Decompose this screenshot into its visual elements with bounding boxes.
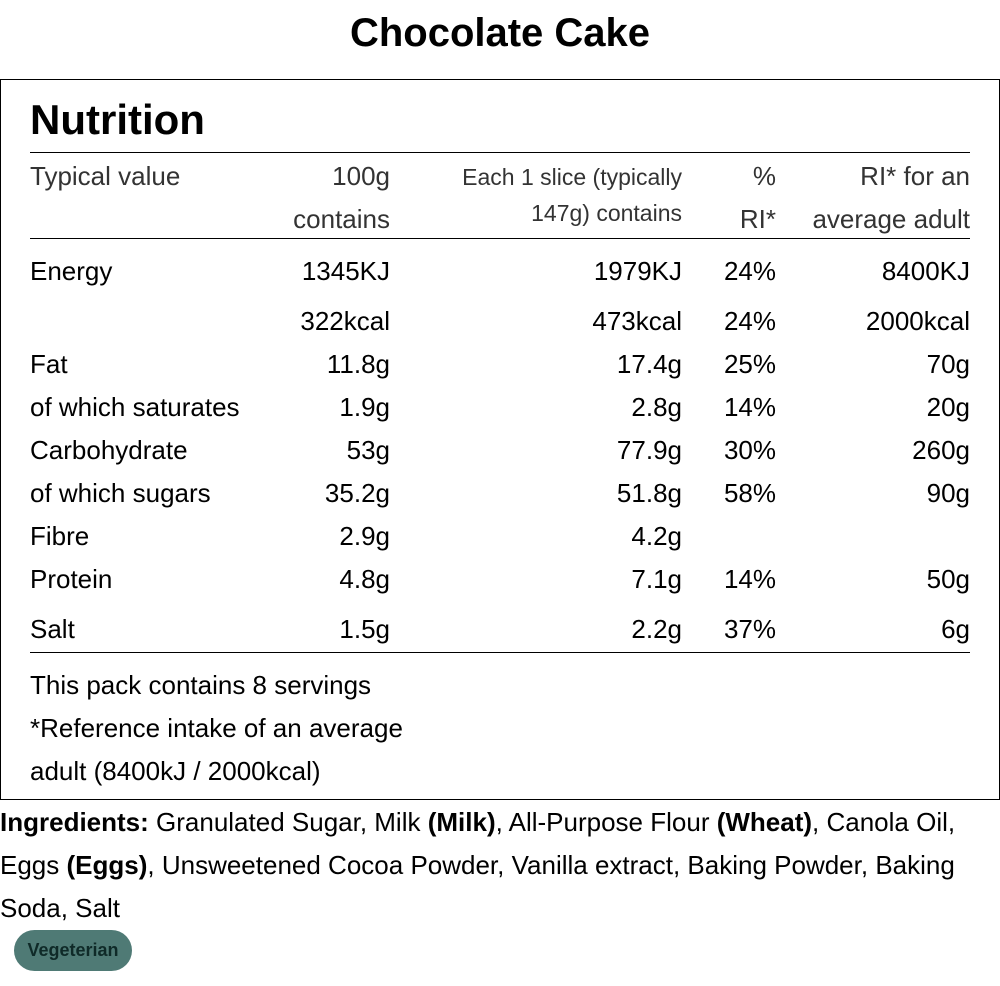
row-ri-adult: 90g bbox=[926, 478, 970, 508]
vegetarian-badge: Vegeterian bbox=[14, 930, 132, 971]
table-bottom-rule bbox=[30, 652, 970, 653]
allergen-highlight: (Milk) bbox=[427, 807, 496, 837]
ingredient-text: Granulated Sugar, Milk bbox=[148, 807, 428, 837]
row-per-100g: 1.9g bbox=[339, 392, 390, 422]
row-per-slice: 77.9g bbox=[616, 435, 682, 465]
nutrition-heading: Nutrition bbox=[30, 96, 205, 143]
header-bottom-rule bbox=[30, 238, 970, 239]
allergen-highlight: (Wheat) bbox=[716, 807, 813, 837]
ingredient-text: , Canola Oil, Eggs bbox=[0, 807, 956, 880]
page-title: Chocolate Cake bbox=[349, 11, 651, 55]
row-per-100g: 1345KJ bbox=[301, 256, 390, 286]
servings-note: This pack contains 8 servings bbox=[30, 670, 372, 700]
header-per-100g: 100g contains bbox=[293, 161, 390, 234]
row-per-100g: 322kcal bbox=[300, 306, 390, 336]
row-percent-ri: 58% bbox=[723, 478, 776, 508]
ingredients-text: Ingredients: Granulated Sugar, Milk (Mil… bbox=[0, 801, 995, 930]
row-per-100g: 4.8g bbox=[339, 564, 390, 594]
row-label: Fibre bbox=[30, 521, 90, 551]
row-ri-adult: 260g bbox=[912, 435, 970, 465]
row-per-100g: 35.2g bbox=[324, 478, 390, 508]
row-per-100g: 53g bbox=[346, 435, 390, 465]
row-per-slice: 51.8g bbox=[616, 478, 682, 508]
row-label: Fat bbox=[30, 349, 68, 379]
row-ri-adult: 70g bbox=[926, 349, 970, 379]
row-label: Carbohydrate bbox=[30, 435, 188, 465]
ingredient-text: , All-Purpose Flour bbox=[495, 807, 717, 837]
row-ri-adult: 20g bbox=[926, 392, 970, 422]
header-typical-value: Typical value bbox=[30, 161, 181, 191]
row-per-100g: 2.9g bbox=[339, 521, 390, 551]
row-per-slice: 17.4g bbox=[616, 349, 682, 379]
row-per-slice: 4.2g bbox=[631, 521, 682, 551]
row-percent-ri: 24% bbox=[723, 256, 776, 286]
row-percent-ri: 37% bbox=[723, 614, 776, 644]
row-ri-adult: 50g bbox=[926, 564, 970, 594]
header-top-rule bbox=[30, 152, 970, 153]
header-percent-ri: % RI* bbox=[739, 161, 776, 234]
ingredient-text: , Unsweetened Cocoa Powder, Vanilla extr… bbox=[0, 850, 955, 923]
allergen-highlight: (Eggs) bbox=[66, 850, 148, 880]
row-per-slice: 473kcal bbox=[592, 306, 682, 336]
row-label: Protein bbox=[30, 564, 113, 594]
row-per-100g: 11.8g bbox=[326, 349, 390, 379]
row-per-slice: 2.2g bbox=[631, 614, 682, 644]
row-label: Salt bbox=[30, 614, 75, 644]
row-percent-ri: 14% bbox=[723, 564, 776, 594]
header-ri-adult: RI* for an average adult bbox=[812, 161, 970, 234]
nutrition-footer: This pack contains 8 servings *Reference… bbox=[30, 664, 460, 793]
row-percent-ri: 30% bbox=[723, 435, 776, 465]
row-label: of which saturates bbox=[30, 392, 240, 422]
ingredients-label: Ingredients: bbox=[0, 807, 149, 837]
header-per-slice: Each 1 slice (typically 147g) contains bbox=[462, 164, 682, 226]
row-ri-adult: 6g bbox=[941, 614, 970, 644]
reference-note: *Reference intake of an average bbox=[30, 713, 403, 743]
row-percent-ri: 14% bbox=[723, 392, 776, 422]
row-percent-ri: 24% bbox=[723, 306, 776, 336]
row-ri-adult: 2000kcal bbox=[865, 306, 970, 336]
row-percent-ri: 25% bbox=[723, 349, 776, 379]
row-ri-adult: 8400KJ bbox=[881, 256, 970, 286]
row-per-slice: 7.1g bbox=[631, 564, 682, 594]
row-label: of which sugars bbox=[30, 478, 211, 508]
row-label: Energy bbox=[30, 256, 113, 286]
reference-note-cont: adult (8400kJ / 2000kcal) bbox=[30, 756, 321, 786]
row-per-slice: 1979KJ bbox=[593, 256, 682, 286]
row-per-slice: 2.8g bbox=[631, 392, 682, 422]
row-per-100g: 1.5g bbox=[339, 614, 390, 644]
